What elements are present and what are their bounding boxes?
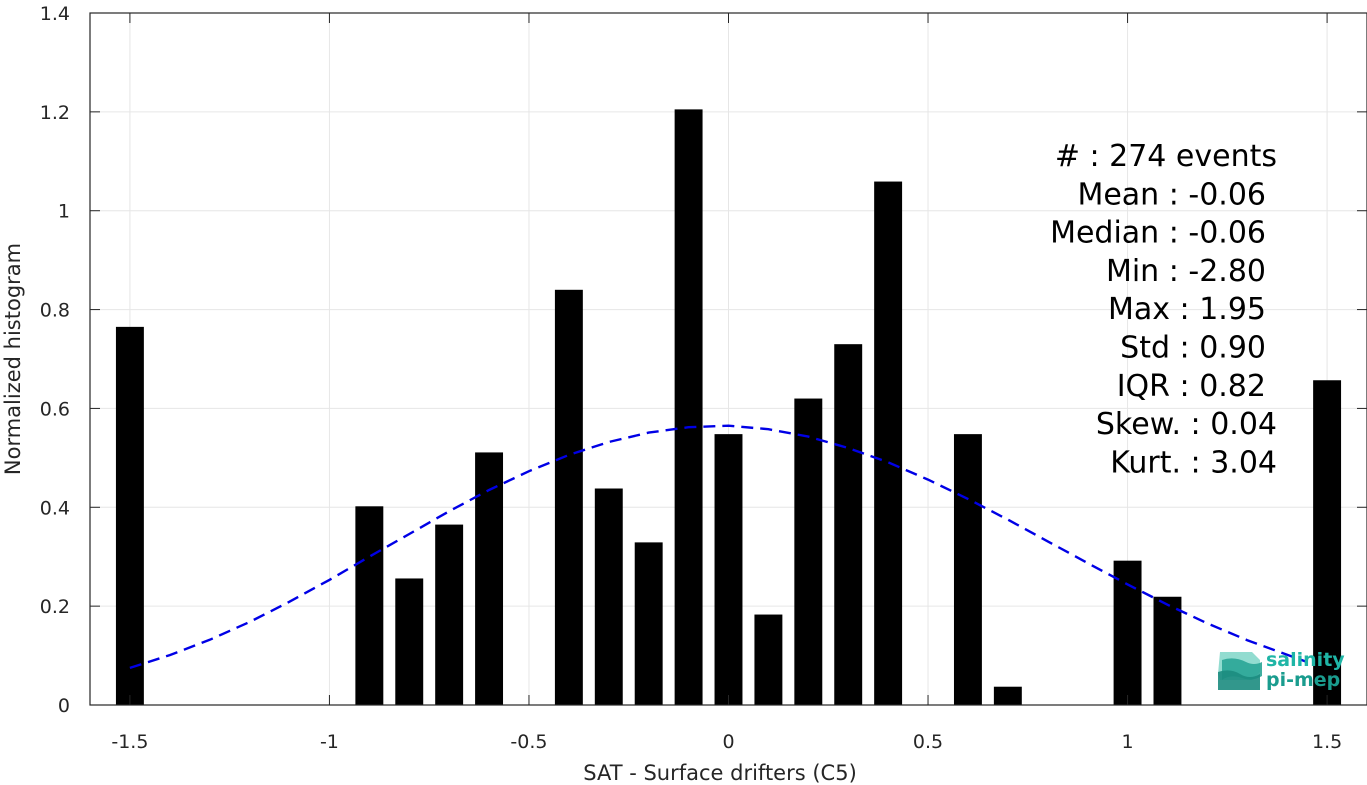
axis-ticks	[90, 12, 1367, 706]
stat-line: Std : 0.90	[1120, 331, 1266, 366]
y-tick-label: 0.4	[40, 497, 70, 519]
x-axis-label: SAT - Surface drifters (C5)	[583, 761, 857, 785]
x-tick-label: 0	[722, 731, 734, 753]
stat-line: # : 274 events	[1055, 139, 1277, 174]
histogram-bars	[115, 109, 1342, 706]
histogram-bar	[953, 434, 982, 705]
histogram-bar	[554, 289, 583, 705]
y-tick-label: 1.2	[40, 102, 70, 124]
x-tick-label: -1.5	[111, 731, 148, 753]
stat-line: Mean : -0.06	[1077, 177, 1266, 212]
stat-line: Max : 1.95	[1108, 292, 1266, 327]
histogram-bar	[594, 488, 623, 705]
stat-line: Kurt. : 3.04	[1110, 445, 1277, 480]
histogram-bar	[1153, 596, 1182, 705]
logo-text-pi-mep: pi-mep	[1266, 669, 1340, 691]
histogram-bar	[993, 686, 1022, 705]
histogram-bar	[794, 398, 823, 705]
histogram-bar	[834, 344, 863, 705]
histogram-bar	[1113, 560, 1142, 705]
stat-line: Skew. : 0.04	[1096, 407, 1277, 442]
histogram-bar	[355, 506, 384, 705]
salinity-pi-mep-logo: salinity pi-mep	[1218, 649, 1345, 691]
histogram-bar	[674, 109, 703, 705]
histogram-bar	[714, 434, 743, 705]
x-tick-label: 1	[1122, 731, 1134, 753]
y-tick-label: 0.8	[40, 300, 70, 322]
normal-fit-curve	[129, 424, 1308, 670]
x-tick-label: 1.5	[1312, 731, 1342, 753]
x-tick-labels: -1.5 -1 -0.5 0 0.5 1 1.5	[111, 731, 1342, 753]
y-tick-label: 0	[58, 695, 70, 717]
y-tick-label: 0.6	[40, 398, 70, 420]
wave-stack-icon	[1218, 652, 1262, 690]
stat-line: Median : -0.06	[1050, 216, 1266, 251]
stat-line: Min : -2.80	[1106, 254, 1266, 289]
x-tick-label: -1	[320, 731, 339, 753]
histogram-bar	[634, 542, 663, 705]
histogram-bar	[435, 524, 464, 705]
histogram-bar	[874, 181, 903, 706]
histogram-bar	[395, 578, 424, 705]
y-tick-labels: 0 0.2 0.4 0.6 0.8 1 1.2 1.4	[40, 3, 70, 717]
y-axis-label: Normalized histogram	[1, 243, 25, 475]
x-tick-label: 0.5	[913, 731, 943, 753]
y-tick-label: 1.4	[40, 3, 70, 25]
histogram-bar	[754, 614, 783, 705]
histogram-bar	[1313, 380, 1342, 705]
logo-text-salinity: salinity	[1266, 649, 1345, 671]
stat-line: IQR : 0.82	[1117, 369, 1266, 404]
x-tick-label: -0.5	[510, 731, 547, 753]
y-tick-label: 1	[58, 201, 70, 223]
histogram-bar	[115, 326, 144, 705]
y-tick-label: 0.2	[40, 596, 70, 618]
